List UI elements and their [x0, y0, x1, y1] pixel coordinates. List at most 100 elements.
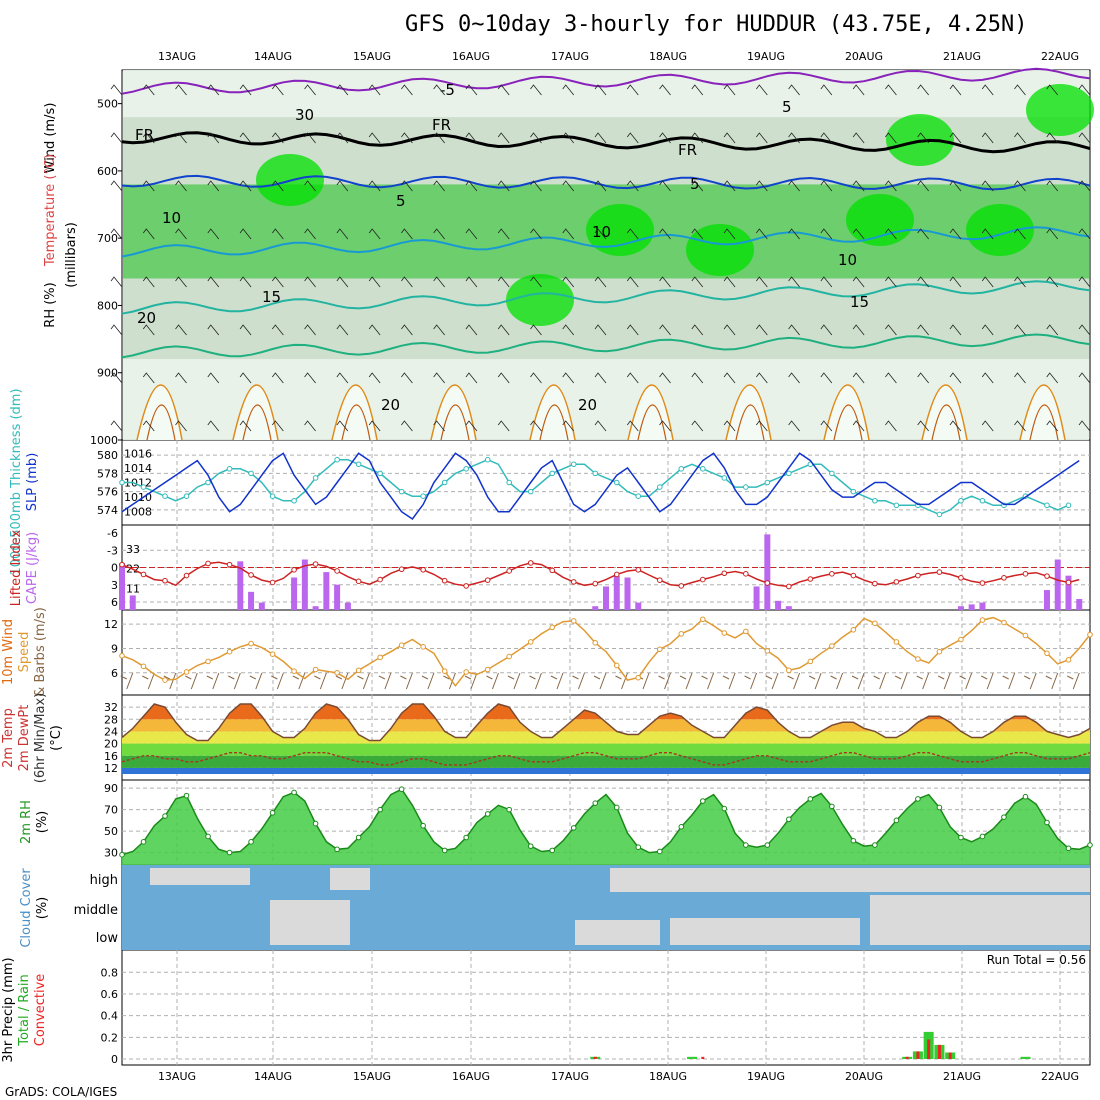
x-tick-top: 20AUG	[845, 50, 883, 63]
cape-bar	[1054, 559, 1061, 610]
rh2m-series-point	[829, 803, 835, 810]
y-axis-label: SLP (mb)	[25, 453, 40, 512]
wind-speed-series-point	[958, 636, 964, 643]
wind-barb	[981, 180, 994, 192]
cape-bar	[344, 602, 351, 610]
y-tick-label: 24	[104, 725, 118, 738]
wind-barb	[594, 228, 607, 240]
wind-barb	[594, 372, 607, 384]
wind-barb	[852, 372, 865, 384]
wind-barb	[336, 180, 349, 192]
wind-speed-series-point	[119, 652, 125, 659]
wind-barb-10m	[851, 672, 865, 690]
rh-moist-patch	[1026, 84, 1094, 136]
panel-frame-precip	[121, 949, 1091, 1066]
diurnal-isotherm	[242, 404, 272, 441]
lifted-index-series-point	[506, 568, 513, 574]
contour-label: 15	[850, 293, 869, 311]
rh2m-series-point	[248, 839, 254, 845]
x-tick-top: 21AUG	[943, 50, 981, 63]
wind-barb	[691, 228, 704, 240]
lifted-index-series-point	[484, 577, 491, 583]
wind-barb	[788, 84, 800, 96]
y-tick-label: 50	[104, 825, 118, 838]
wind-barb	[1046, 84, 1059, 96]
cape-bar	[1076, 599, 1083, 610]
wind-barb	[142, 132, 155, 144]
wind-barb	[433, 372, 445, 384]
lifted-index-series-point	[1065, 579, 1072, 586]
wind-barb	[1046, 228, 1059, 240]
thickness-series-point	[312, 475, 319, 481]
wind-barb	[852, 420, 865, 432]
cape-bar	[775, 600, 782, 610]
y-tick-label-right: 1010	[124, 491, 152, 504]
cape-bar	[624, 577, 631, 610]
rh-area	[122, 789, 1090, 865]
cloud-gap	[270, 900, 350, 945]
lifted-index-series-point	[592, 580, 599, 587]
thickness-series-point	[700, 466, 706, 472]
y-axis-label: 2m Temp	[1, 708, 16, 768]
wind-barb	[497, 228, 510, 240]
y-axis-label: Lifted Index	[9, 529, 24, 606]
wind-barb	[594, 324, 607, 336]
wind-barb	[1014, 180, 1026, 192]
wind-barb	[497, 324, 510, 336]
cape-bar	[592, 606, 599, 610]
wind-barb	[659, 180, 671, 192]
rh2m-series	[121, 788, 1091, 856]
wind-barb	[110, 180, 123, 192]
x-tick-bottom: 20AUG	[845, 1070, 883, 1083]
rh2m-series-point	[269, 810, 276, 816]
y-tick-label: 576	[97, 486, 118, 499]
wind-barb	[756, 180, 768, 192]
wind-barb	[368, 84, 381, 96]
wind-barb	[304, 84, 316, 96]
precip-conv-bar	[948, 1052, 952, 1059]
rh2m-series-point	[570, 825, 577, 831]
wind-barb	[239, 420, 252, 432]
wind-speed-series-point	[829, 643, 835, 649]
wind-barb-10m	[765, 672, 779, 690]
wind-barb	[175, 372, 187, 384]
wind-barb	[917, 84, 929, 96]
rh2m-series-point	[119, 851, 125, 858]
wind-barb	[1078, 324, 1091, 336]
wind-barb	[304, 372, 316, 384]
wind-speed-series-point	[312, 666, 319, 673]
wind-barb	[465, 132, 478, 144]
wind-barb	[272, 276, 284, 288]
lifted-index-series-point	[269, 579, 276, 586]
lifted-index-series-point	[656, 577, 663, 583]
wind-barb	[1014, 276, 1026, 288]
thickness-series-point	[958, 497, 964, 504]
x-tick-top: 13AUG	[158, 50, 196, 63]
cape-bar	[753, 586, 760, 610]
rh2m-series-point	[183, 792, 190, 799]
wind-barb	[207, 228, 220, 240]
lifted-index-series-point	[1001, 575, 1007, 581]
diurnal-isotherm	[1029, 404, 1059, 441]
wind-speed-series-point	[291, 668, 297, 674]
wind-barb	[626, 132, 639, 144]
cape-bar	[635, 602, 642, 610]
wind-barb	[949, 84, 962, 96]
thickness-series-point	[786, 470, 792, 477]
cape-bar	[248, 591, 255, 610]
wind-barb	[304, 324, 316, 336]
wind-barb	[272, 180, 284, 192]
thickness-series-point	[506, 479, 513, 486]
wind-speed-series-point	[334, 669, 340, 676]
wind-barb	[110, 228, 123, 240]
wind-barb	[562, 180, 575, 192]
wind-speed-series-point	[398, 642, 405, 649]
rh2m-series-point	[291, 789, 297, 796]
wind-barb	[852, 132, 865, 144]
wind-barb	[981, 276, 994, 288]
wind-speed-series-point	[205, 658, 211, 665]
wind-barb-10m	[658, 672, 672, 690]
diurnal-isotherm	[430, 384, 477, 441]
diurnal-isotherm	[440, 404, 470, 441]
y-tick-label: 9	[111, 642, 118, 655]
